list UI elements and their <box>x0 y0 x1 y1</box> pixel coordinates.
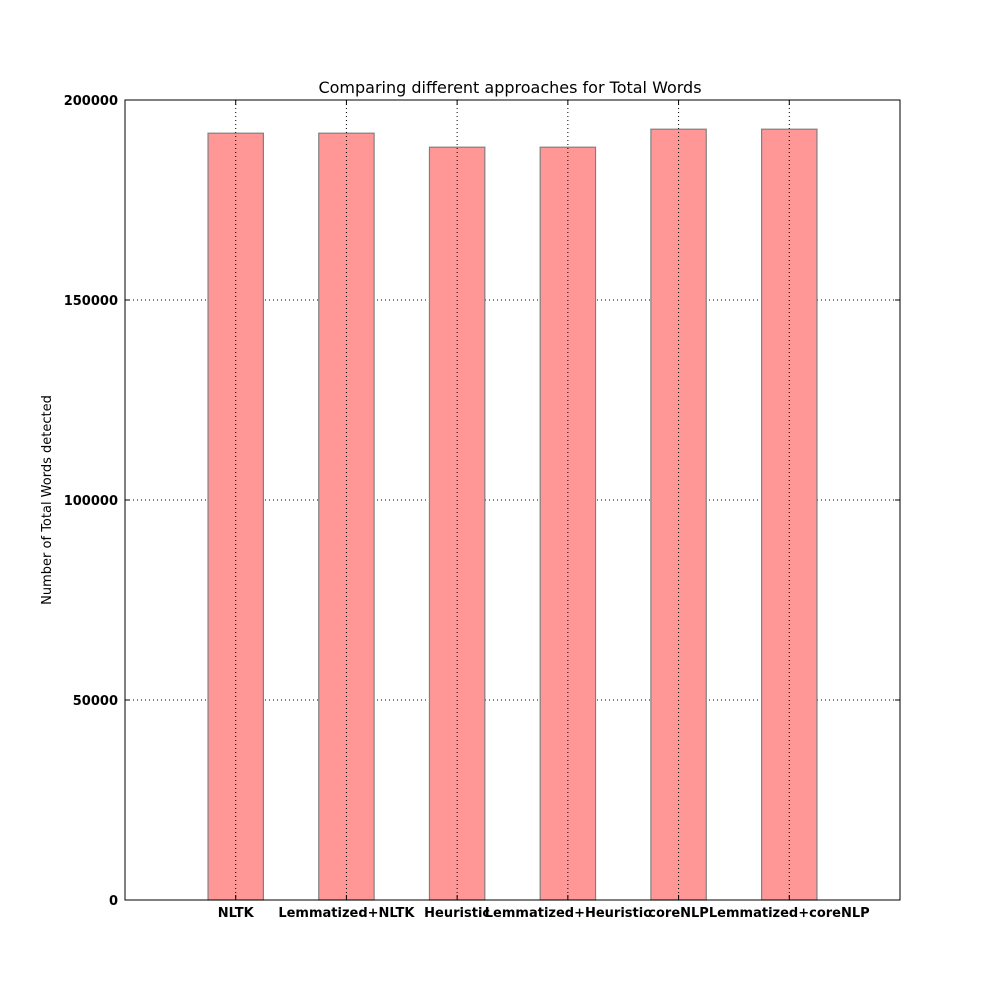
x-tick-label: Lemmatized+NLTK <box>278 906 415 921</box>
x-tick-label: coreNLP <box>648 906 709 921</box>
y-axis-label: Number of Total Words detected <box>40 395 55 605</box>
x-tick-label: Lemmatized+Heuristic <box>485 906 651 921</box>
x-tick-label: Heuristic <box>424 906 490 921</box>
x-tick-labels: NLTK Lemmatized+NLTK HeuristicLemmatized+H… <box>218 906 870 921</box>
tick-marks <box>125 99 900 901</box>
bars <box>207 128 818 901</box>
chart-title: Comparing different approaches for Total… <box>318 78 701 97</box>
y-tick-label: 150000 <box>64 294 118 309</box>
y-tick-label: 200000 <box>64 94 118 109</box>
y-tick-label: 50000 <box>73 694 118 709</box>
x-tick-label: NLTK <box>218 906 255 921</box>
y-tick-label: 100000 <box>64 494 118 509</box>
x-tick-label: Lemmatized+coreNLP <box>709 906 870 921</box>
y-tick-label: 0 <box>109 894 118 909</box>
vertical-grid-lines <box>235 100 790 900</box>
y-tick-labels: 0 50000 100000 150000 200000 <box>64 94 118 909</box>
